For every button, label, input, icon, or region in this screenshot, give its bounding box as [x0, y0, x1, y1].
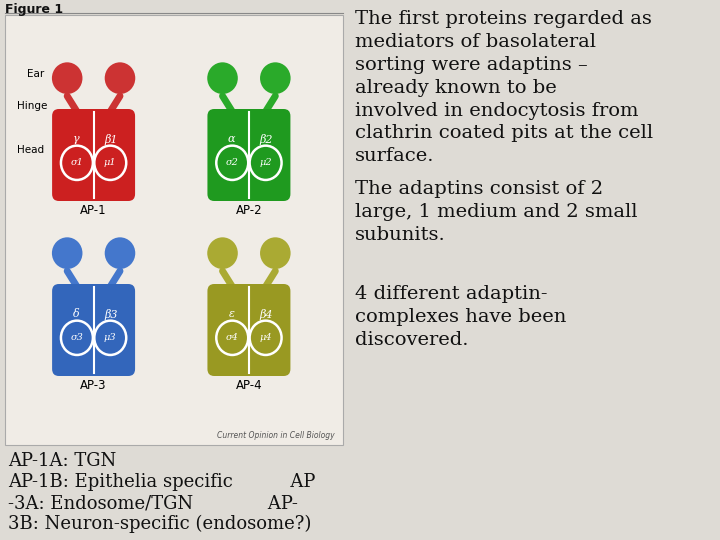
Text: AP-1A: TGN: AP-1A: TGN — [8, 452, 116, 470]
Circle shape — [104, 237, 135, 269]
Text: σ3: σ3 — [71, 333, 84, 342]
Text: Ear: Ear — [27, 69, 44, 79]
FancyBboxPatch shape — [207, 109, 290, 201]
Circle shape — [260, 62, 291, 94]
Circle shape — [207, 62, 238, 94]
FancyBboxPatch shape — [52, 284, 135, 376]
Text: μ4: μ4 — [259, 333, 272, 342]
Text: The first proteins regarded as
mediators of basolateral
sorting were adaptins –
: The first proteins regarded as mediators… — [355, 10, 653, 165]
Text: γ: γ — [73, 134, 79, 144]
Text: σ1: σ1 — [71, 158, 84, 167]
Text: The adaptins consist of 2
large, 1 medium and 2 small
subunits.: The adaptins consist of 2 large, 1 mediu… — [355, 180, 637, 244]
Circle shape — [52, 62, 83, 94]
Text: μ1: μ1 — [104, 158, 117, 167]
Text: Hinge: Hinge — [17, 101, 48, 111]
Text: 3B: Neuron-specific (endosome?): 3B: Neuron-specific (endosome?) — [8, 515, 311, 534]
Text: μ3: μ3 — [104, 333, 117, 342]
Text: Figure 1: Figure 1 — [5, 3, 63, 16]
Text: AP-4: AP-4 — [235, 379, 262, 392]
Text: 4 different adaptin-
complexes have been
discovered.: 4 different adaptin- complexes have been… — [355, 285, 567, 349]
Text: μ2: μ2 — [259, 158, 272, 167]
Text: -3A: Endosome/TGN             AP-: -3A: Endosome/TGN AP- — [8, 494, 297, 512]
Circle shape — [260, 237, 291, 269]
Text: AP-2: AP-2 — [235, 204, 262, 217]
FancyBboxPatch shape — [5, 15, 343, 445]
Circle shape — [52, 237, 83, 269]
Text: β3: β3 — [104, 309, 117, 320]
Text: σ4: σ4 — [226, 333, 239, 342]
Text: AP-3: AP-3 — [81, 379, 107, 392]
Circle shape — [207, 237, 238, 269]
Text: AP-1B: Epithelia specific          AP: AP-1B: Epithelia specific AP — [8, 473, 315, 491]
FancyBboxPatch shape — [52, 109, 135, 201]
FancyBboxPatch shape — [207, 284, 290, 376]
Text: β2: β2 — [259, 134, 273, 145]
Circle shape — [104, 62, 135, 94]
Text: AP-1: AP-1 — [80, 204, 107, 217]
Text: β1: β1 — [104, 134, 117, 145]
Text: Head: Head — [17, 145, 45, 155]
Text: δ: δ — [73, 309, 80, 319]
Text: σ2: σ2 — [226, 158, 239, 167]
Text: Current Opinion in Cell Biology: Current Opinion in Cell Biology — [217, 431, 335, 440]
Text: β4: β4 — [259, 309, 273, 320]
Text: ε: ε — [228, 309, 235, 319]
Text: α: α — [228, 134, 235, 144]
